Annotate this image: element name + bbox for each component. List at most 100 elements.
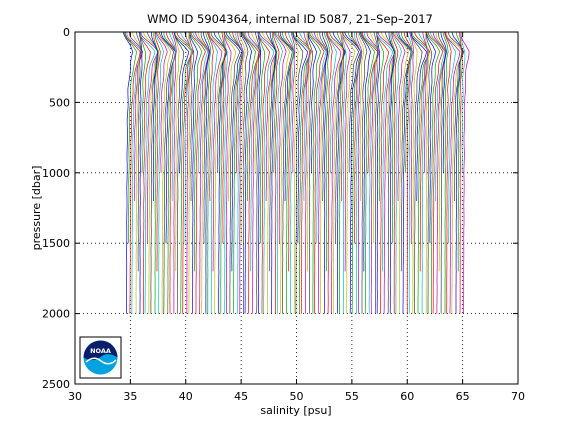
salinity-profile-line <box>198 32 210 314</box>
salinity-profile-line <box>418 31 429 314</box>
salinity-profile-line <box>295 31 312 314</box>
salinity-profile-line <box>342 31 351 272</box>
x-tick-label: 60 <box>400 390 414 403</box>
salinity-profile-line <box>146 31 159 314</box>
salinity-profile-line <box>426 31 432 314</box>
salinity-profile-line <box>285 31 295 272</box>
salinity-profile-line <box>293 31 312 314</box>
salinity-profile-line <box>208 31 218 314</box>
salinity-profile-line <box>303 31 310 314</box>
salinity-profile-line <box>174 31 193 314</box>
salinity-profile-line <box>163 32 177 314</box>
salinity-profile-line <box>455 31 463 272</box>
salinity-profile-line <box>241 31 253 314</box>
salinity-profile-line <box>261 31 278 314</box>
salinity-profile-line <box>257 31 275 314</box>
salinity-profile-line <box>208 31 223 272</box>
salinity-profile-line <box>344 31 362 314</box>
salinity-profile-line <box>169 31 176 202</box>
salinity-profile-line <box>425 31 430 314</box>
salinity-profile-line <box>154 31 161 272</box>
salinity-profile-line <box>354 31 362 314</box>
salinity-profile-line <box>153 31 159 314</box>
salinity-profile-line <box>242 31 256 201</box>
salinity-profile-line <box>265 31 277 272</box>
y-tick-label: 1500 <box>42 237 70 250</box>
salinity-profile-line <box>398 32 413 314</box>
salinity-profile-line <box>410 31 427 202</box>
salinity-profile-line <box>221 31 226 244</box>
salinity-profile-line <box>396 31 412 272</box>
salinity-profile-line <box>245 31 262 272</box>
salinity-profile-line <box>384 31 395 314</box>
salinity-profile-line <box>155 31 168 173</box>
salinity-profile-line <box>307 31 322 314</box>
salinity-profile-line <box>173 31 180 272</box>
salinity-profile-line <box>225 31 243 272</box>
salinity-profile-line <box>139 31 156 314</box>
salinity-profile-line <box>403 31 413 314</box>
salinity-profile-line <box>150 31 158 201</box>
salinity-profile-line <box>326 31 337 173</box>
salinity-profile-line <box>326 31 342 314</box>
salinity-profile-line <box>203 31 210 314</box>
salinity-profile-line <box>190 31 206 314</box>
salinity-profile-line <box>459 31 463 314</box>
x-tick-label: 55 <box>345 390 359 403</box>
salinity-profile-line <box>446 31 464 314</box>
salinity-profile-line <box>306 31 311 272</box>
salinity-profile-line <box>155 31 164 314</box>
salinity-profile-line <box>307 31 313 314</box>
salinity-profile-line <box>373 31 379 314</box>
salinity-profiles <box>122 31 470 314</box>
salinity-profile-line <box>438 31 447 314</box>
salinity-profile-line <box>207 31 214 201</box>
salinity-profile-line <box>426 31 441 314</box>
salinity-profile-line <box>189 31 198 314</box>
salinity-profile-line <box>166 31 177 314</box>
salinity-profile-line <box>427 31 444 314</box>
salinity-profile-line <box>359 31 371 272</box>
salinity-profile-line <box>347 31 362 314</box>
salinity-profile-line <box>243 31 260 314</box>
salinity-profile-line <box>224 31 232 314</box>
salinity-profile-line <box>325 31 333 314</box>
salinity-profile-line <box>327 31 345 314</box>
salinity-profile-line <box>366 31 380 314</box>
salinity-profile-line <box>277 31 293 314</box>
y-tick-label: 500 <box>49 96 70 109</box>
salinity-profile-line <box>205 31 212 314</box>
x-tick-label: 40 <box>179 390 193 403</box>
salinity-profile-line <box>209 31 226 314</box>
salinity-profile-line <box>391 31 399 314</box>
salinity-profile-line <box>360 31 375 314</box>
salinity-profile-line <box>135 31 142 272</box>
salinity-profile-line <box>290 31 296 173</box>
salinity-profile-line <box>142 31 160 314</box>
y-tick-label: 1000 <box>42 167 70 180</box>
y-axis-label: pressure [dbar] <box>30 166 43 251</box>
salinity-profile-line <box>394 31 409 314</box>
salinity-profile-line <box>356 31 363 314</box>
salinity-profile-line <box>336 31 344 314</box>
salinity-profile-line <box>217 31 226 314</box>
salinity-profile-line <box>316 32 328 314</box>
salinity-profile-line <box>157 31 172 314</box>
salinity-profile-line <box>288 31 295 314</box>
salinity-profile-line <box>273 31 283 314</box>
x-tick-label: 30 <box>68 390 82 403</box>
salinity-profile-line <box>158 31 175 314</box>
salinity-profile-line <box>140 31 159 244</box>
salinity-profile-line <box>195 31 210 314</box>
x-tick-label: 35 <box>123 390 137 403</box>
salinity-profile-line <box>307 32 317 173</box>
salinity-profile-line <box>410 31 418 314</box>
salinity-profile-line <box>370 31 379 244</box>
salinity-profile-line <box>192 31 209 173</box>
salinity-profile-line <box>414 31 431 272</box>
salinity-profile-line <box>258 32 270 314</box>
salinity-profile-line <box>223 31 228 314</box>
salinity-profile-line <box>342 31 360 173</box>
x-axis-label: salinity [psu] <box>260 404 331 417</box>
